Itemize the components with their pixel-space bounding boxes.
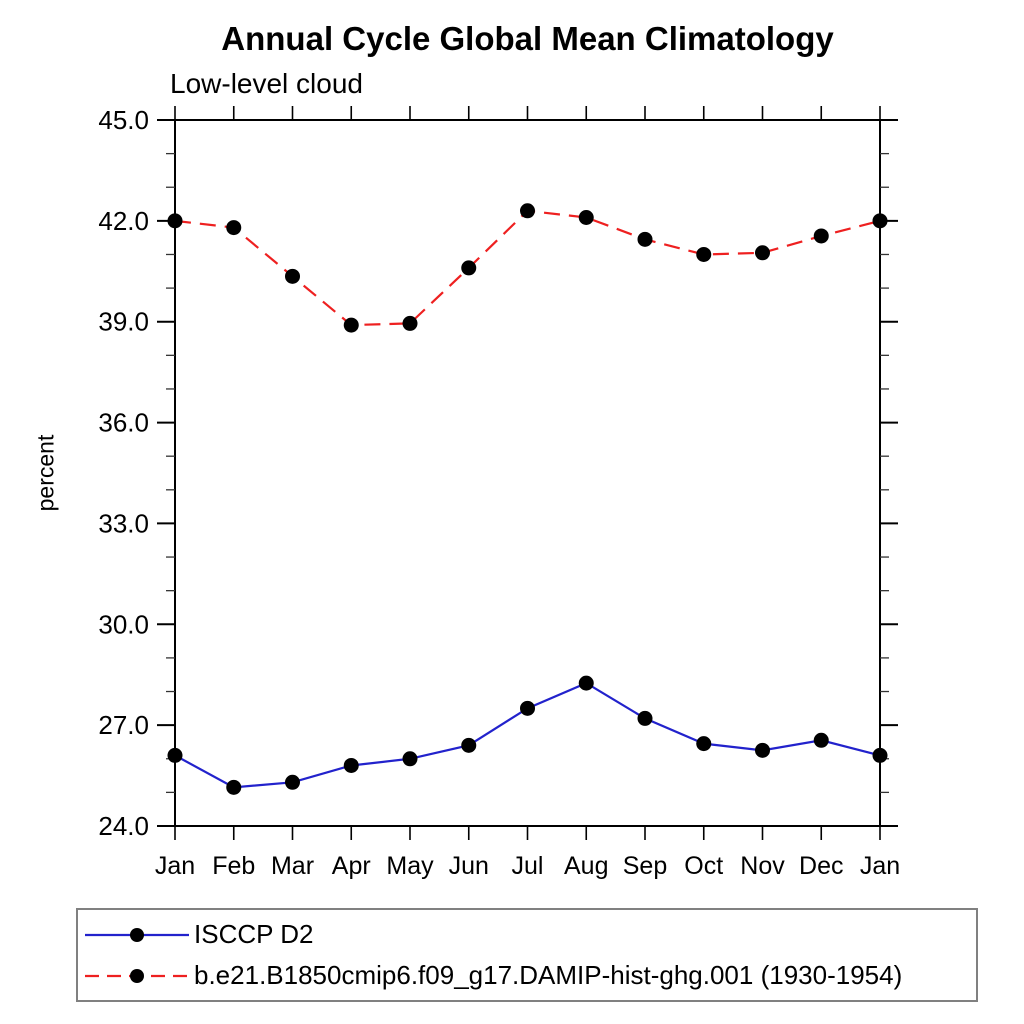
data-point-marker [872, 213, 888, 229]
data-point-marker [461, 737, 477, 753]
data-point-marker [226, 220, 242, 236]
data-point-marker [755, 245, 770, 261]
x-tick-label: Sep [623, 852, 667, 880]
data-point-marker [461, 260, 477, 276]
x-tick-label: Jan [155, 852, 195, 880]
x-tick-label: Dec [799, 852, 843, 880]
legend-entry-model-run: b.e21.B1850cmip6.f09_g17.DAMIP-hist-ghg.… [83, 955, 976, 996]
x-tick-label: Feb [212, 852, 255, 880]
y-tick-label: 30.0 [98, 609, 149, 639]
chart-subtitle: Low-level cloud [170, 68, 363, 99]
data-point-marker [520, 203, 535, 219]
y-tick-label: 33.0 [98, 508, 149, 538]
data-point-marker [167, 747, 183, 763]
axes-frame: 24.0 27.0 30.0 33.0 36.0 39.0 42.0 45.0 Jan Feb Ma… [98, 105, 900, 880]
x-tick-label: Jul [512, 852, 544, 880]
chart-title: Annual Cycle Global Mean Climatology [221, 20, 834, 57]
y-tick-label: 27.0 [98, 710, 149, 740]
y-tick-label: 36.0 [98, 408, 149, 438]
data-point-marker [285, 268, 300, 284]
data-point-marker [637, 231, 653, 247]
series-1 [167, 203, 888, 333]
x-tick-label: Aug [564, 852, 608, 880]
data-point-marker [872, 747, 888, 763]
data-point-marker [343, 757, 359, 773]
data-point-marker [696, 736, 712, 752]
data-point-marker [578, 209, 594, 225]
x-tick-label: Jan [860, 852, 900, 880]
y-tick-label: 39.0 [98, 307, 149, 337]
data-point-marker [520, 700, 535, 716]
y-tick-label: 45.0 [98, 105, 149, 135]
x-tick-label: May [386, 852, 434, 880]
data-point-marker [402, 315, 418, 331]
legend-label-isccp-d2: ISCCP D2 [194, 919, 314, 949]
x-tick-label: Nov [740, 852, 785, 880]
y-tick-label: 42.0 [98, 206, 149, 236]
series-0 [167, 675, 888, 795]
y-tick-label: 24.0 [98, 811, 149, 841]
data-point-marker [578, 675, 594, 691]
data-point-marker [637, 710, 653, 726]
data-point-marker [226, 779, 242, 795]
data-point-marker [167, 213, 183, 229]
x-tick-label: Oct [684, 852, 723, 880]
data-point-marker [813, 228, 829, 244]
x-tick-label: Apr [332, 852, 371, 880]
legend-box: ISCCP D2 b.e21.B1850cmip6.f09_g17.DAMIP-… [76, 908, 978, 1002]
data-point-marker [285, 774, 300, 790]
data-point-marker [696, 246, 712, 262]
data-point-marker [755, 742, 770, 758]
x-tick-label: Mar [271, 852, 314, 880]
x-tick-label: Jun [449, 852, 489, 880]
legend-entry-isccp-d2: ISCCP D2 [83, 914, 976, 955]
data-point-marker [343, 317, 359, 333]
red-dashed-line-marker-icon [85, 968, 189, 983]
legend-label-model-run: b.e21.B1850cmip6.f09_g17.DAMIP-hist-ghg.… [194, 960, 903, 990]
data-point-marker [402, 751, 418, 767]
blue-solid-line-marker-icon [85, 927, 189, 942]
data-point-marker [813, 732, 829, 748]
